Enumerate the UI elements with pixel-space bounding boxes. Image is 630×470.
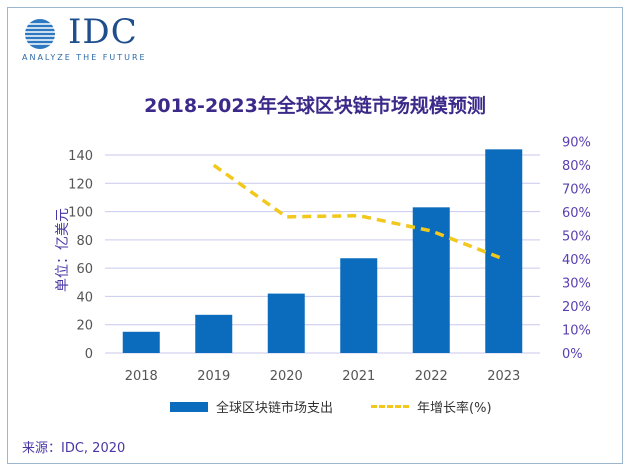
y2-tick-label: 90% (562, 136, 591, 151)
bar-2022 (412, 207, 450, 353)
idc-logo-icon (18, 19, 68, 49)
bar-2018 (122, 331, 160, 353)
growth-rate-line (212, 163, 505, 261)
y2-tick-label: 70% (562, 183, 591, 198)
x-tick-label: 2019 (197, 369, 230, 384)
y-tick-label: 100 (68, 206, 93, 221)
logo-name: IDC (68, 12, 138, 52)
y2-tick-label: 20% (562, 300, 591, 315)
legend-swatch-line (371, 405, 410, 408)
bar-2019 (195, 314, 233, 353)
x-tick-label: 2018 (125, 369, 158, 384)
legend: 全球区块链市场支出 年增长率(%) (170, 397, 492, 416)
legend-label-line: 年增长率(%) (417, 401, 492, 416)
y2-tick-label: 30% (562, 277, 591, 292)
y-tick-label: 40 (76, 290, 93, 305)
legend-swatch-bar (170, 401, 208, 412)
logo-tagline: ANALYZE THE FUTURE (22, 53, 147, 62)
x-tick-label: 2021 (342, 369, 375, 384)
bar-2021 (340, 258, 378, 353)
y-tick-label: 20 (76, 319, 93, 334)
chart-title: 2018-2023年全球区块链市场规模预测 (144, 95, 486, 117)
x-tick-label: 2023 (487, 369, 520, 384)
y-tick-label: 80 (76, 234, 93, 249)
y2-tick-label: 10% (562, 324, 591, 339)
chart-frame (7, 7, 623, 464)
source-note: 来源：IDC, 2020 (22, 441, 126, 456)
y-tick-label: 0 (85, 347, 93, 362)
legend-label-bar: 全球区块链市场支出 (216, 401, 334, 416)
bar-2020 (267, 293, 305, 353)
y-tick-label: 120 (68, 177, 93, 192)
x-tick-label: 2020 (270, 369, 303, 384)
y2-tick-label: 0% (562, 347, 583, 362)
y-tick-label: 60 (76, 262, 93, 277)
y2-tick-label: 50% (562, 230, 591, 245)
x-tick-label: 2022 (415, 369, 448, 384)
bar-2023 (485, 149, 523, 353)
y2-tick-label: 60% (562, 206, 591, 221)
y2-tick-label: 80% (562, 159, 591, 174)
y2-tick-label: 40% (562, 253, 591, 268)
y-tick-label: 140 (68, 149, 93, 164)
